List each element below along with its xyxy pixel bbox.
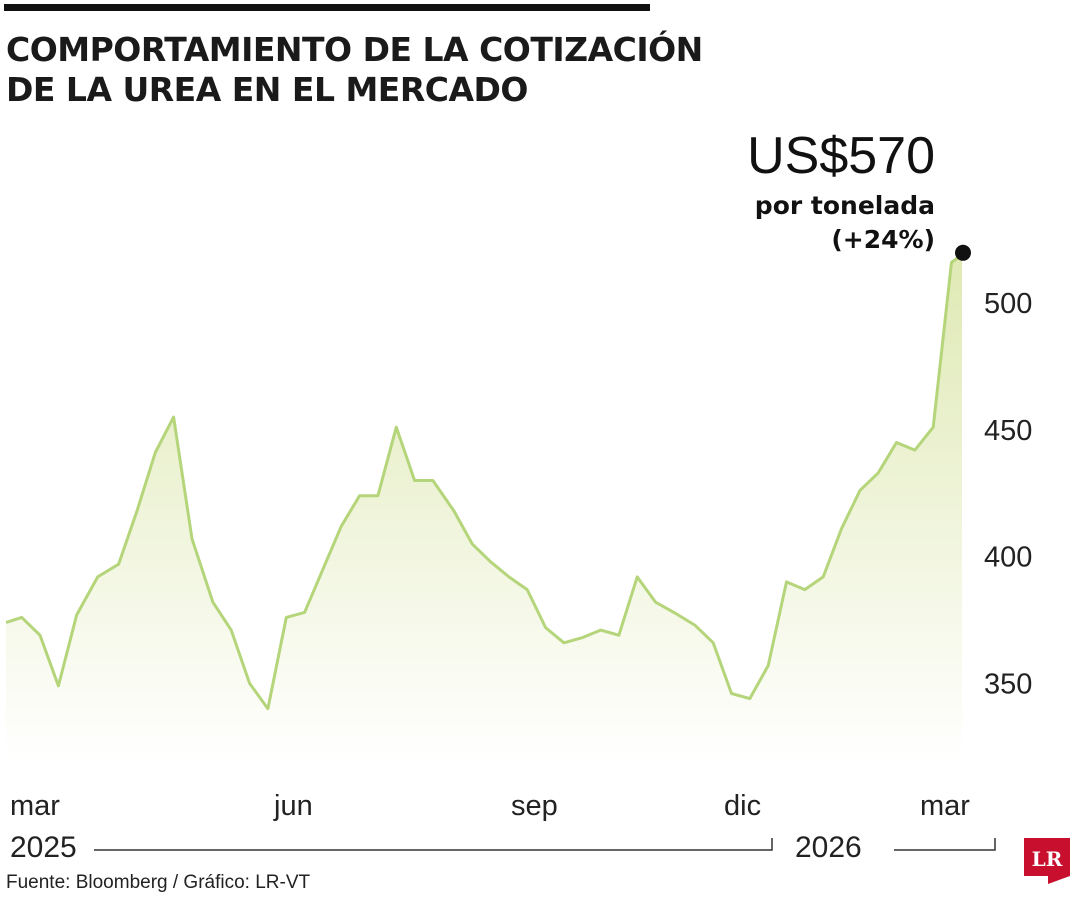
x-tick-label: jun <box>273 790 313 822</box>
year-span-bracket <box>94 838 773 851</box>
top-rule <box>4 4 650 11</box>
y-tick-label: 500 <box>984 288 1032 320</box>
year-label: 2026 <box>795 831 862 864</box>
y-tick-label: 400 <box>984 542 1032 574</box>
price-line <box>5 253 963 711</box>
y-tick-label: 350 <box>984 668 1032 700</box>
price-area <box>6 254 962 763</box>
callout-unit: por tonelada <box>754 191 935 220</box>
callout-value: US$570 <box>747 127 935 185</box>
title-line-2: DE LA UREA EN EL MERCADO <box>6 70 528 109</box>
x-tick-label: mar <box>920 790 970 822</box>
latest-price-marker <box>955 244 971 261</box>
callout-change: (+24%) <box>831 225 935 254</box>
x-tick-label: mar <box>10 790 60 822</box>
source-note: Fuente: Bloomberg / Gráfico: LR-VT <box>6 872 311 893</box>
x-tick-label: dic <box>724 790 761 822</box>
chart-title: COMPORTAMIENTO DE LA COTIZACIÓN DE LA UR… <box>6 30 706 110</box>
year-label: 2025 <box>10 831 77 864</box>
title-line-1: COMPORTAMIENTO DE LA COTIZACIÓN <box>6 30 703 69</box>
year-span-bracket <box>894 838 996 851</box>
svg-text:LR: LR <box>1032 847 1063 871</box>
y-tick-label: 450 <box>984 415 1032 447</box>
lr-logo: LR <box>1024 838 1070 884</box>
x-tick-label: sep <box>511 790 558 822</box>
